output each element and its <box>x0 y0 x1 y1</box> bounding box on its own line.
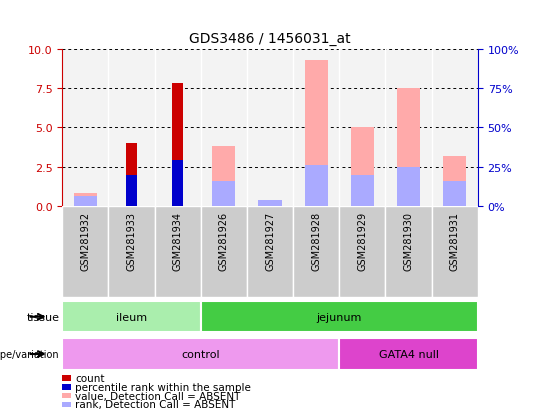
Bar <box>172 84 183 206</box>
Text: percentile rank within the sample: percentile rank within the sample <box>76 382 251 392</box>
Bar <box>62 301 201 332</box>
Bar <box>212 147 235 206</box>
Text: GSM281929: GSM281929 <box>357 211 367 270</box>
Bar <box>126 144 137 206</box>
Bar <box>397 89 420 206</box>
Bar <box>109 206 154 297</box>
Bar <box>172 161 183 206</box>
Bar <box>443 181 467 206</box>
Text: GSM281926: GSM281926 <box>219 211 229 270</box>
Bar <box>293 50 339 206</box>
Bar <box>62 402 71 407</box>
Bar <box>386 50 431 206</box>
Bar <box>62 206 109 297</box>
Bar <box>62 50 109 206</box>
Bar <box>431 50 478 206</box>
Text: control: control <box>181 349 220 359</box>
Text: GSM281932: GSM281932 <box>80 211 90 270</box>
Bar <box>339 339 478 370</box>
Text: GSM281928: GSM281928 <box>311 211 321 270</box>
Text: GATA4 null: GATA4 null <box>379 349 438 359</box>
Bar <box>201 206 247 297</box>
Bar <box>259 201 281 206</box>
Bar <box>154 50 201 206</box>
Bar <box>109 50 154 206</box>
Bar <box>339 206 386 297</box>
Bar <box>397 167 420 206</box>
Bar <box>443 156 467 206</box>
Bar <box>62 384 71 390</box>
Bar <box>259 200 281 206</box>
Text: value, Detection Call = ABSENT: value, Detection Call = ABSENT <box>76 391 241 401</box>
Text: genotype/variation: genotype/variation <box>0 349 59 359</box>
Bar <box>201 50 247 206</box>
Text: GSM281934: GSM281934 <box>173 211 183 270</box>
Bar <box>73 196 97 206</box>
Text: count: count <box>76 373 105 383</box>
Bar <box>247 50 293 206</box>
Bar <box>62 339 339 370</box>
Bar <box>126 175 137 206</box>
Bar <box>351 128 374 206</box>
Text: GSM281927: GSM281927 <box>265 211 275 270</box>
Bar <box>386 206 431 297</box>
Text: GSM281931: GSM281931 <box>450 211 460 270</box>
Bar <box>62 393 71 399</box>
Text: GSM281933: GSM281933 <box>126 211 137 270</box>
Bar <box>293 206 339 297</box>
Bar <box>431 206 478 297</box>
Bar <box>212 181 235 206</box>
Text: GSM281930: GSM281930 <box>403 211 414 270</box>
Text: jejunum: jejunum <box>316 312 362 322</box>
Text: rank, Detection Call = ABSENT: rank, Detection Call = ABSENT <box>76 399 236 409</box>
Bar <box>305 166 328 206</box>
Bar <box>305 61 328 206</box>
Bar <box>339 50 386 206</box>
Bar <box>73 194 97 206</box>
Bar <box>351 175 374 206</box>
Title: GDS3486 / 1456031_at: GDS3486 / 1456031_at <box>189 32 351 46</box>
Text: tissue: tissue <box>26 312 59 322</box>
Bar <box>154 206 201 297</box>
Bar <box>62 375 71 381</box>
Bar <box>247 206 293 297</box>
Text: ileum: ileum <box>116 312 147 322</box>
Bar <box>201 301 478 332</box>
